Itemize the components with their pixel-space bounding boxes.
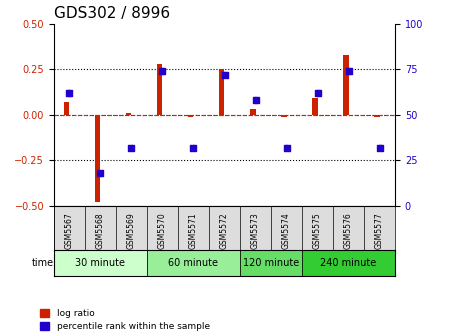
Bar: [255, 97, 256, 103]
Bar: [95, 115, 101, 203]
Bar: [126, 113, 132, 115]
Text: GSM5568: GSM5568: [96, 213, 105, 249]
Text: 120 minute: 120 minute: [243, 258, 299, 268]
Text: 60 minute: 60 minute: [168, 258, 219, 268]
Bar: [219, 69, 224, 115]
Point: [66, 90, 73, 96]
Bar: [188, 115, 194, 117]
Bar: [317, 90, 318, 96]
FancyBboxPatch shape: [240, 250, 302, 276]
Text: GSM5569: GSM5569: [127, 213, 136, 249]
Point: [252, 97, 259, 103]
Bar: [193, 145, 194, 151]
Text: 30 minute: 30 minute: [75, 258, 125, 268]
FancyBboxPatch shape: [302, 250, 395, 276]
Point: [97, 171, 104, 176]
Text: GSM5573: GSM5573: [251, 213, 260, 249]
Point: [221, 72, 228, 77]
Text: GSM5567: GSM5567: [65, 213, 74, 249]
Text: GSM5570: GSM5570: [158, 213, 167, 249]
Bar: [374, 115, 379, 117]
Bar: [131, 145, 132, 151]
Point: [376, 145, 383, 151]
Bar: [250, 109, 255, 115]
Point: [283, 145, 290, 151]
Point: [128, 145, 135, 151]
Text: 240 minute: 240 minute: [321, 258, 377, 268]
Point: [314, 90, 321, 96]
Bar: [157, 64, 163, 115]
Text: GSM5576: GSM5576: [344, 213, 353, 249]
Bar: [348, 68, 349, 74]
Legend: log ratio, percentile rank within the sample: log ratio, percentile rank within the sa…: [40, 309, 210, 332]
Point: [345, 68, 352, 74]
Bar: [312, 98, 317, 115]
Text: GSM5571: GSM5571: [189, 213, 198, 249]
Point: [159, 68, 166, 74]
Text: GDS302 / 8996: GDS302 / 8996: [54, 6, 170, 21]
Bar: [281, 115, 286, 117]
Bar: [379, 145, 381, 151]
FancyBboxPatch shape: [147, 250, 240, 276]
Bar: [64, 102, 70, 115]
Text: time: time: [32, 258, 54, 268]
Bar: [286, 145, 287, 151]
FancyBboxPatch shape: [54, 250, 147, 276]
Bar: [224, 72, 225, 77]
Bar: [68, 90, 70, 96]
Text: GSM5572: GSM5572: [220, 213, 229, 249]
Text: GSM5577: GSM5577: [375, 213, 384, 249]
Text: GSM5575: GSM5575: [313, 213, 322, 249]
Bar: [162, 68, 163, 74]
Text: GSM5574: GSM5574: [282, 213, 291, 249]
Point: [190, 145, 197, 151]
Bar: [343, 54, 348, 115]
Bar: [100, 170, 101, 176]
